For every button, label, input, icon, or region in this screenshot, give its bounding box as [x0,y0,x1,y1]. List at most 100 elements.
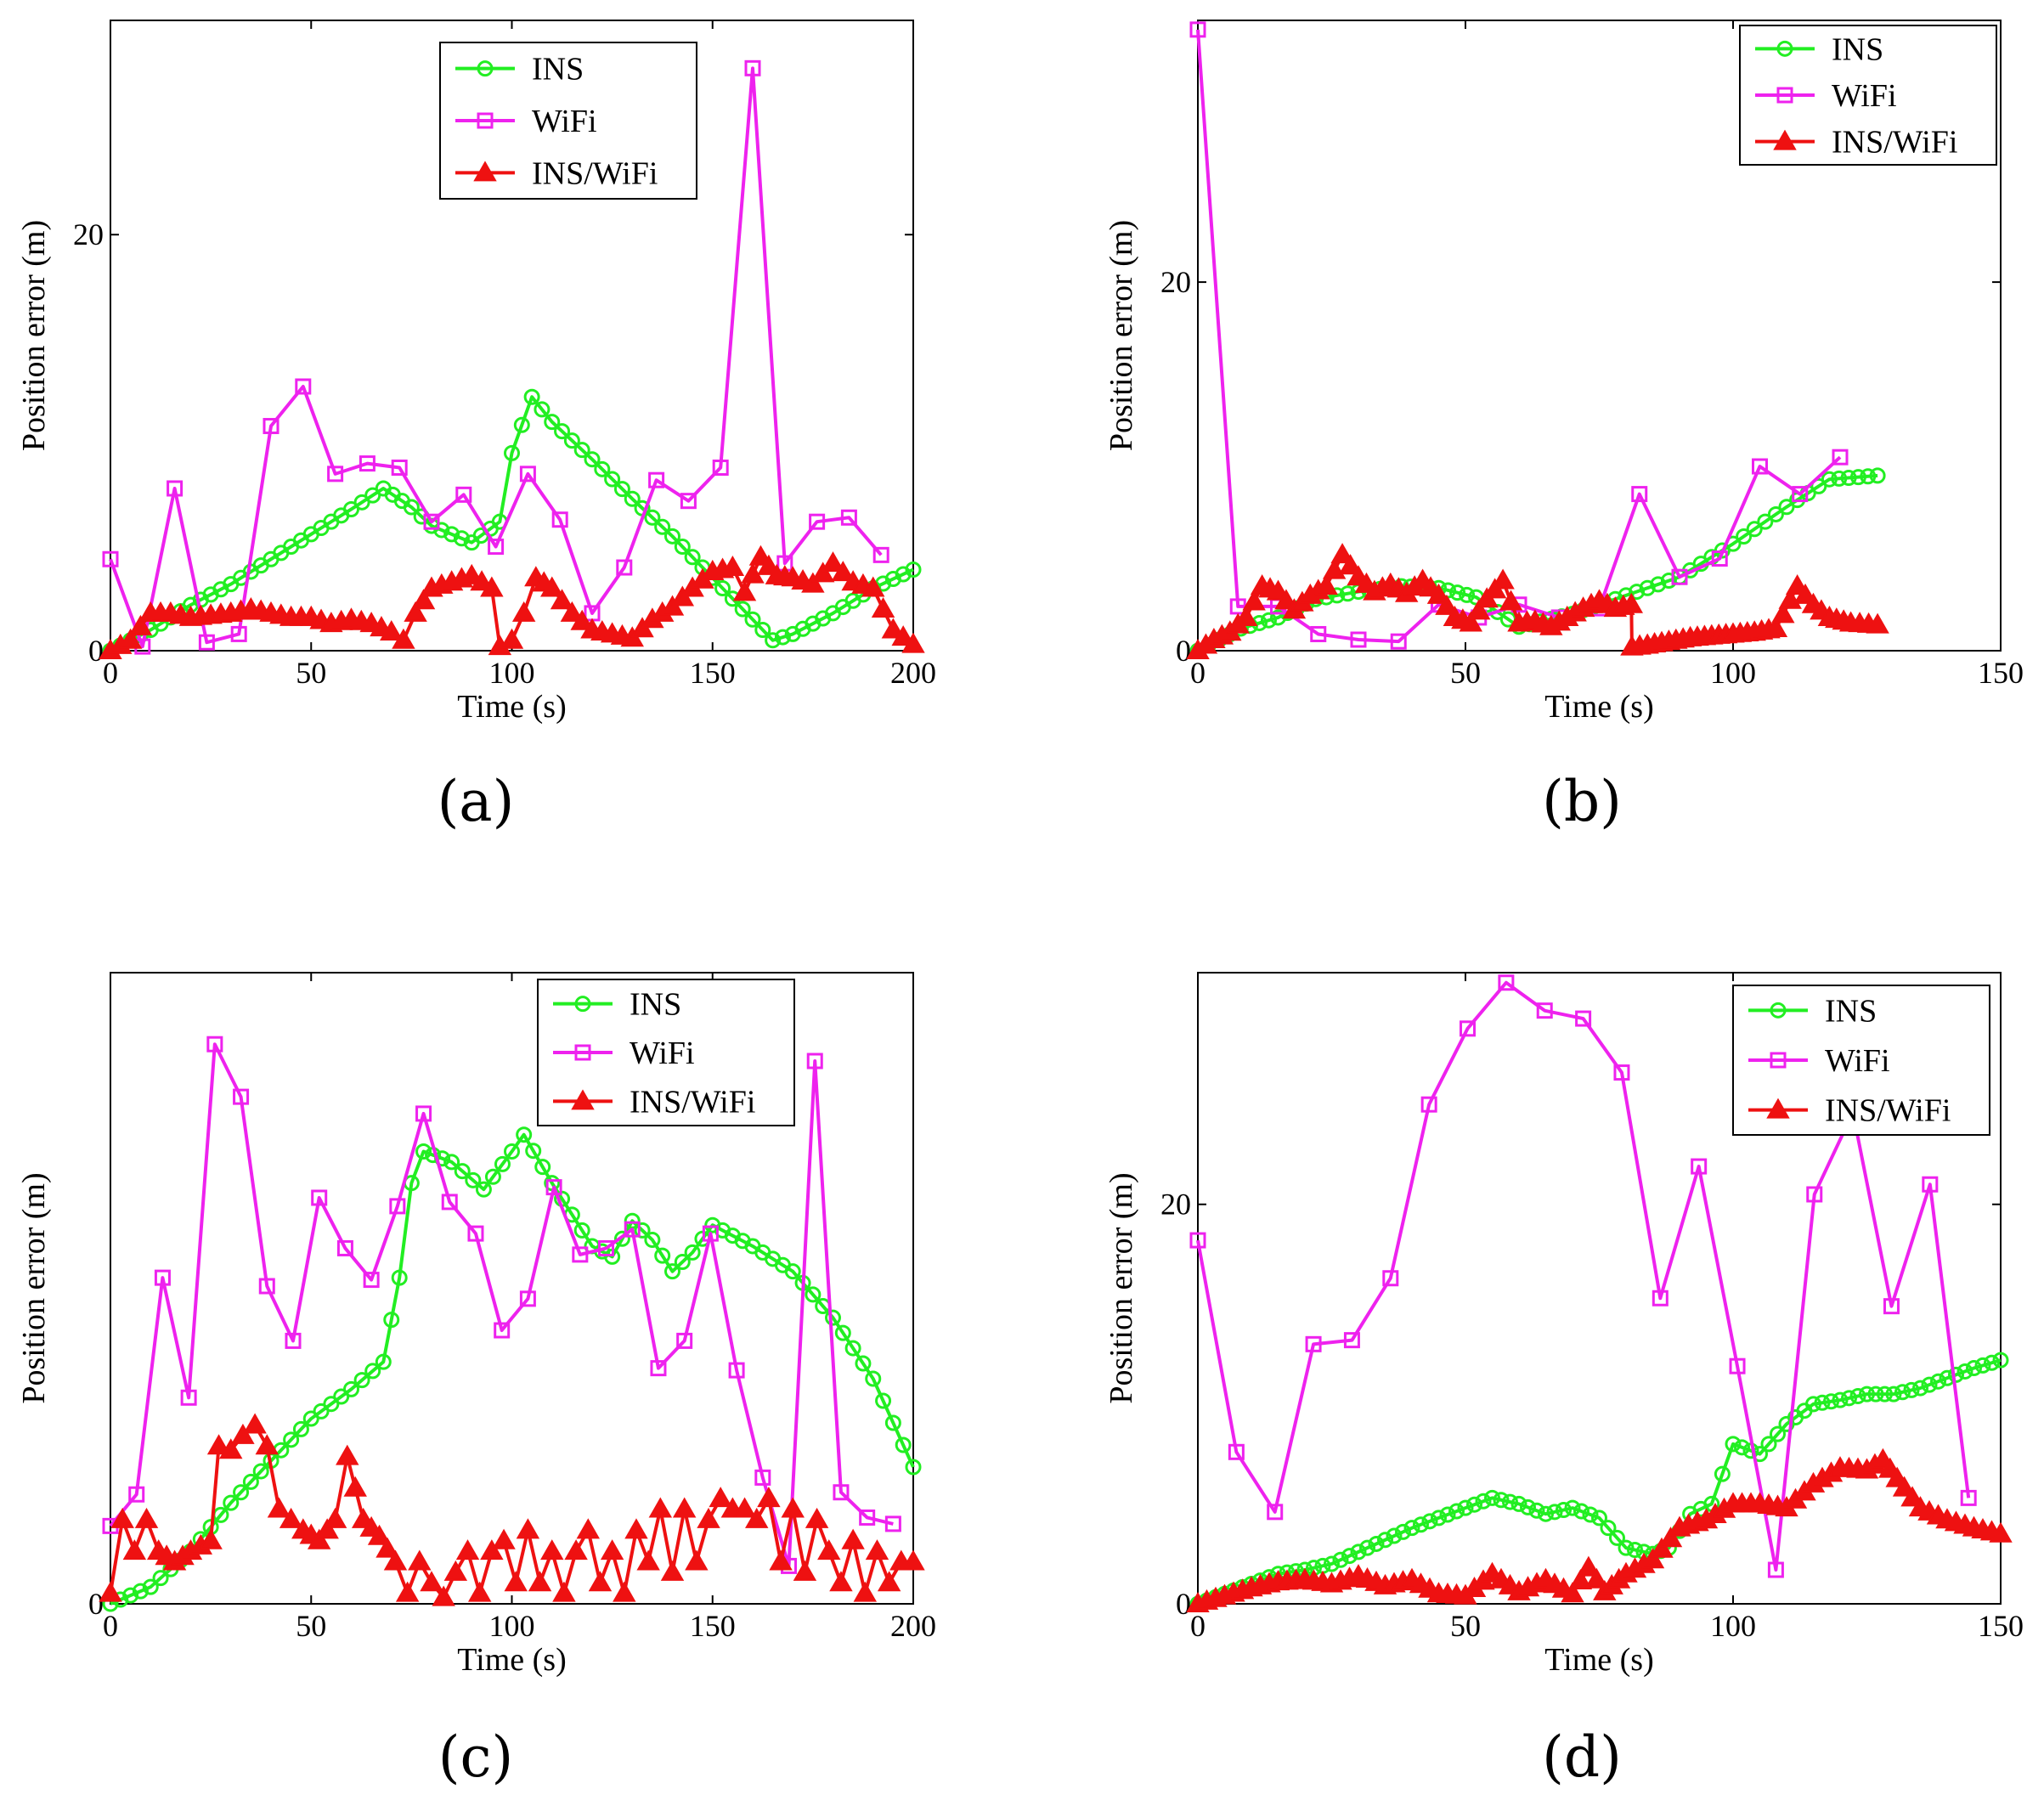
data-point-ins-wifi [1435,594,1459,615]
legend-swatch-marker [1773,129,1797,150]
data-point-ins-wifi [891,625,915,646]
data-point-ins-wifi [1561,1582,1584,1603]
x-tick-label: 50 [296,1609,326,1643]
data-point-ins-wifi [877,1571,901,1592]
chart-panel-d: 0 50 100 150 0 20 Time (s) Position error (m) IN… [1104,972,2024,1678]
data-point-wifi [884,1515,901,1532]
data-point-ins [283,1431,300,1448]
data-point-wifi [1382,1270,1399,1287]
data-point-wifi [1671,568,1688,585]
legend-swatch-marker [1776,40,1793,57]
legend-label: INS/WiFi [630,1084,755,1120]
data-point-wifi [180,1389,197,1406]
data-point-ins [1431,1510,1447,1527]
data-point-ins [825,1309,841,1326]
data-point-ins-wifi [660,1560,685,1581]
data-point-ins [1341,1548,1358,1565]
data-point-ins [895,1436,912,1453]
x-axis-label: Time (s) [1544,1642,1653,1678]
data-point-wifi [1536,1002,1553,1019]
data-point-ins [1736,528,1753,545]
legend-swatch-marker [574,996,591,1013]
data-point-ins-wifi [122,1539,147,1560]
data-point-ins [1841,1390,1857,1407]
data-point-ins [644,509,661,526]
chart-panel-c: 0 50 100 150 200 0 Time (s) Position error (m) I… [16,972,936,1678]
data-point-ins [475,1181,492,1198]
data-point-ins [343,1380,359,1397]
data-point-ins [1421,1513,1438,1530]
data-point-ins [1849,1387,1866,1404]
legend-swatch-marker [477,60,494,77]
data-point-ins-wifi [267,1497,291,1518]
data-point-ins [364,1363,381,1380]
data-point-ins-wifi [443,1560,468,1581]
data-point-wifi [1343,1332,1360,1349]
data-point-ins [613,1230,630,1247]
data-point-ins [1564,1499,1581,1516]
data-point-ins [1832,1391,1849,1408]
data-point-ins [1329,587,1346,604]
data-point-ins [391,1269,408,1286]
data-point-ins-wifi [576,1518,600,1539]
data-point-wifi [680,493,697,510]
data-point-ins [774,629,791,646]
data-point-ins [1627,1542,1643,1559]
data-point-ins [1760,1436,1777,1453]
data-point-wifi [423,513,440,530]
data-point-ins [513,416,530,433]
data-point-ins [1332,1551,1349,1568]
y-tick-label: 20 [1160,1188,1191,1222]
data-point-ins-wifi [255,1434,279,1455]
data-point-wifi [415,1105,432,1122]
data-point-ins [242,1473,259,1490]
data-point-wifi [295,378,312,395]
data-point-ins-wifi [1892,1476,1917,1497]
data-point-ins-wifi [411,589,436,610]
data-point-ins-wifi [1866,612,1889,634]
data-point-ins-wifi [1314,574,1338,595]
data-point-ins-wifi [1989,1521,2013,1543]
chart-panel-b: 0 50 100 150 0 20 Time (s) Position error (m) IN… [1104,20,2024,725]
data-point-ins-wifi [392,628,415,649]
data-point-ins-wifi [1771,602,1795,624]
x-axis-label: Time (s) [457,689,566,725]
data-point-ins-wifi [769,1549,793,1571]
x-tick-label: 150 [690,1609,736,1643]
data-point-ins [784,1263,801,1280]
legend-swatch-marker [1776,87,1793,104]
data-point-ins [1867,1386,1884,1402]
x-tick-label: 50 [296,656,326,690]
legend-label: INS [1825,993,1877,1029]
data-point-ins [1368,1535,1385,1552]
data-point-ins-wifi [323,1507,347,1528]
data-point-wifi [1498,974,1515,991]
data-point-ins [1395,1523,1411,1540]
data-point-wifi [519,466,536,483]
data-point-ins [684,1244,701,1261]
data-point-ins [525,1143,542,1160]
data-point-wifi [616,559,633,576]
data-point-ins [1459,586,1476,603]
data-point-ins-wifi [817,1539,841,1560]
data-point-wifi [809,513,826,530]
data-point-ins-wifi [375,1537,399,1558]
data-point-ins [1260,612,1277,629]
data-point-ins-wifi [231,1423,255,1444]
data-point-ins [1324,1555,1340,1572]
data-point-ins-wifi [128,614,153,635]
data-point-ins [1912,1380,1928,1397]
data-point-ins [1974,1357,1991,1374]
data-point-ins-wifi [395,1581,420,1602]
data-point-ins-wifi [480,1539,504,1560]
data-point-ins [1966,1360,1982,1377]
data-point-ins-wifi [805,1507,829,1528]
data-point-ins-wifi [861,576,885,597]
data-point-ins-wifi [1764,616,1788,637]
data-point-ins-wifi [865,1539,889,1560]
data-point-ins [1650,576,1667,593]
data-point-ins-wifi [1650,1537,1674,1558]
x-tick-label: 100 [1710,1609,1756,1643]
series-layer [99,59,925,659]
data-point-ins-wifi [1459,611,1483,632]
